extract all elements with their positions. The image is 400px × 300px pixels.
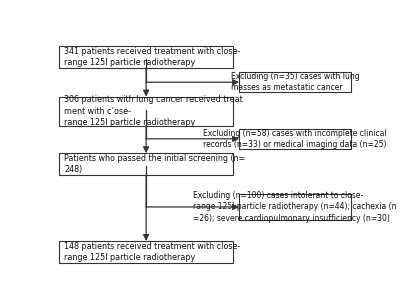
Text: Excluding (n=58) cases with incomplete clinical
records (n=33) or medical imagin: Excluding (n=58) cases with incomplete c… [203, 129, 387, 149]
Text: 148 patients received treatment with close-
range 125I particle radiotherapy: 148 patients received treatment with clo… [64, 242, 240, 262]
Text: 306 patients with lung cancer received treat
ment with c’ose-
range 125I particl: 306 patients with lung cancer received t… [64, 95, 243, 127]
Bar [239, 194, 351, 220]
Text: Patients who passed the initial screening (n=
248): Patients who passed the initial screenin… [64, 154, 245, 174]
Bar [59, 241, 233, 263]
Bar [239, 72, 351, 92]
Bar [59, 153, 233, 175]
Text: 341 patients received treatment with close-
range 125I particle radiotherapy: 341 patients received treatment with clo… [64, 47, 240, 67]
Text: Excluding (n=35) cases with lung
masses as metastatic cancer: Excluding (n=35) cases with lung masses … [230, 72, 359, 92]
Bar [59, 46, 233, 68]
Text: Excluding (n=100) cases intolerant to close-
range 125I particle radiotherapy (n: Excluding (n=100) cases intolerant to cl… [193, 191, 397, 223]
Bar [239, 129, 351, 148]
Bar [59, 97, 233, 125]
